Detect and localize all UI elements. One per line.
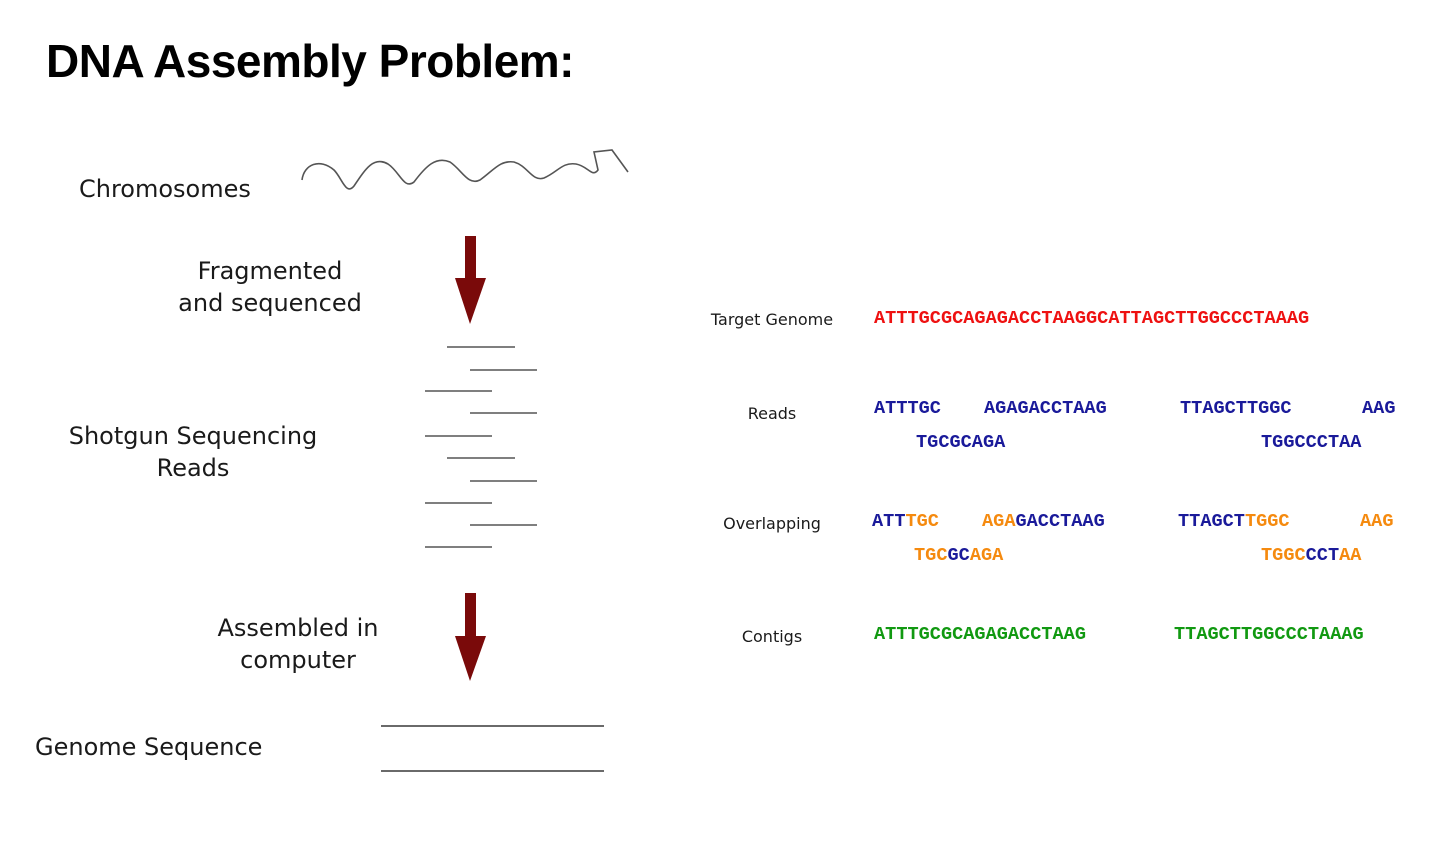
overlap-segment: TGC [905, 511, 939, 532]
target-sequence: ATTTGCGCAGAGACCTAAGGCATTAGCTTGGCCCTAAAG [874, 308, 1310, 329]
read-4: AAG [1362, 398, 1396, 419]
label-shotgun-line1: Shotgun Sequencing [68, 422, 318, 450]
overlap-segment: AA [1339, 545, 1362, 566]
down-arrow-2 [455, 593, 486, 681]
overlap-segment: TGC [914, 545, 948, 566]
overlap-segment: GC [947, 545, 970, 566]
genome-lines [381, 725, 604, 772]
label-overlapping: Overlapping [723, 514, 821, 533]
page-title: DNA Assembly Problem: [46, 35, 575, 87]
overlap-read-3: TTAGCTTGGC [1178, 511, 1290, 533]
label-target-genome: Target Genome [710, 310, 834, 329]
read-2: AGAGACCTAAG [984, 398, 1107, 419]
label-assembled: Assembled in computer [188, 612, 408, 676]
read-5: TGCGCAGA [916, 432, 1006, 453]
overlap-segment: ATT [872, 511, 906, 532]
overlap-segment: TGGC [1261, 545, 1306, 566]
read-1: ATTTGC [874, 398, 941, 419]
label-reads: Reads [747, 404, 797, 423]
overlap-read-2: AGAGACCTAAG [982, 511, 1105, 533]
down-arrow-1 [455, 236, 486, 324]
label-shotgun-line2: Reads [156, 454, 230, 482]
overlap-segment: AAG [1360, 511, 1394, 532]
label-genome-sequence: Genome Sequence [35, 733, 263, 761]
overlap-segment: TGGC [1244, 511, 1290, 532]
overlap-segment: AGA [969, 545, 1004, 566]
overlap-segment: CCT [1305, 545, 1340, 566]
read-6: TGGCCCTAA [1261, 432, 1362, 453]
label-chromosomes: Chromosomes [79, 175, 251, 203]
overlap-read-1: ATTTGC [872, 511, 939, 533]
label-fragmented: Fragmented and sequenced [160, 255, 380, 319]
read-3: TTAGCTTGGC [1180, 398, 1292, 419]
overlap-segment: GACCTAAG [1015, 511, 1105, 532]
contig-1: ATTTGCGCAGAGACCTAAG [874, 624, 1087, 645]
chromosome-squiggle [301, 149, 629, 190]
label-assembled-line2: computer [240, 646, 356, 674]
overlap-read-5: TGCGCAGA [914, 545, 1003, 567]
read-lines [425, 346, 537, 548]
contig-2: TTAGCTTGGCCCTAAAG [1174, 624, 1364, 645]
label-assembled-line1: Assembled in [217, 614, 379, 642]
label-fragmented-line2: and sequenced [178, 289, 362, 317]
overlap-read-6: TGGCCCTAA [1261, 545, 1361, 567]
overlap-segment: TTAGCT [1178, 511, 1245, 532]
overlap-segment: AGA [982, 511, 1016, 532]
label-fragmented-line1: Fragmented [197, 257, 343, 285]
label-contigs: Contigs [741, 627, 803, 646]
label-shotgun: Shotgun Sequencing Reads [53, 420, 333, 484]
overlap-read-4: AAG [1360, 511, 1393, 533]
